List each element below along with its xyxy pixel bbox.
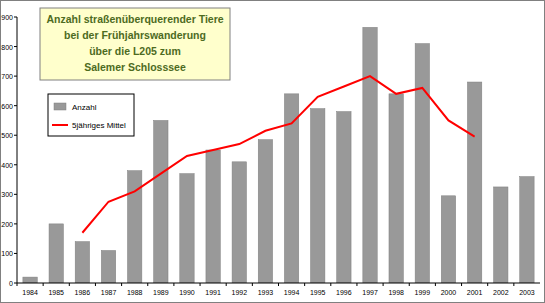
legend-swatch bbox=[52, 124, 68, 126]
y-tick bbox=[14, 46, 17, 47]
legend-swatch bbox=[54, 103, 66, 110]
plot-area bbox=[23, 27, 534, 283]
y-tick bbox=[14, 253, 17, 254]
x-tick bbox=[330, 283, 331, 286]
x-tick bbox=[95, 283, 96, 286]
x-tick bbox=[69, 283, 70, 286]
x-tick-label: 1990 bbox=[179, 289, 195, 296]
x-tick-label: 1988 bbox=[127, 289, 143, 296]
bar bbox=[520, 177, 534, 283]
bar bbox=[206, 150, 220, 283]
bar bbox=[389, 94, 403, 283]
x-tick bbox=[304, 283, 305, 286]
x-tick bbox=[173, 283, 174, 286]
x-tick-label: 2001 bbox=[467, 289, 483, 296]
bar bbox=[232, 162, 246, 283]
x-tick-label: 1996 bbox=[336, 289, 352, 296]
bar bbox=[154, 120, 168, 283]
bar bbox=[337, 112, 351, 283]
x-tick-label: 1994 bbox=[284, 289, 300, 296]
x-tick bbox=[513, 283, 514, 286]
title-line: bei der Frühjahrswanderung bbox=[64, 29, 206, 41]
bar bbox=[467, 82, 481, 283]
x-tick-label: 2003 bbox=[519, 289, 535, 296]
bar bbox=[415, 44, 429, 283]
y-tick-label: 100 bbox=[1, 250, 13, 257]
x-tick-label: 1995 bbox=[310, 289, 326, 296]
x-tick-label: 1998 bbox=[388, 289, 404, 296]
y-tick-label: 400 bbox=[1, 162, 13, 169]
legend-label: Anzahl bbox=[72, 103, 97, 112]
legend-label: 5jähriges Mittel bbox=[72, 121, 126, 130]
title-box: Anzahl straßenüberquerender Tiere bei der… bbox=[40, 8, 230, 80]
x-tick bbox=[409, 283, 410, 286]
x-tick bbox=[487, 283, 488, 286]
x-tick-label: 1987 bbox=[101, 289, 117, 296]
x-tick-label: 1993 bbox=[258, 289, 274, 296]
legend: Anzahl 5jähriges Mittel bbox=[48, 94, 134, 136]
x-tick-label: 1986 bbox=[75, 289, 91, 296]
x-tick bbox=[278, 283, 279, 286]
y-tick bbox=[14, 194, 17, 195]
bar bbox=[23, 277, 37, 283]
x-tick-label: 1992 bbox=[231, 289, 247, 296]
x-tick bbox=[226, 283, 227, 286]
bar bbox=[180, 174, 194, 283]
bar bbox=[75, 242, 89, 283]
x-tick bbox=[43, 283, 44, 286]
y-tick-label: 600 bbox=[1, 103, 13, 110]
x-tick bbox=[435, 283, 436, 286]
y-tick-label: 0 bbox=[9, 280, 13, 287]
bar bbox=[311, 109, 325, 283]
x-tick bbox=[461, 283, 462, 286]
y-tick-label: 800 bbox=[1, 44, 13, 51]
y-tick bbox=[14, 135, 17, 136]
y-tick-label: 200 bbox=[1, 221, 13, 228]
bar bbox=[494, 187, 508, 283]
y-tick-label: 700 bbox=[1, 73, 13, 80]
title-line: Salemer Schlosssee bbox=[84, 61, 186, 73]
y-tick-label: 300 bbox=[1, 191, 13, 198]
title-frame bbox=[40, 8, 230, 80]
y-tick bbox=[14, 76, 17, 77]
x-tick-label: 1999 bbox=[415, 289, 431, 296]
x-tick bbox=[17, 283, 18, 286]
legend-frame bbox=[48, 94, 134, 136]
bar bbox=[101, 250, 115, 283]
x-tick-label: 1991 bbox=[205, 289, 221, 296]
x-tick-label: 1984 bbox=[22, 289, 38, 296]
x-tick-label: 2000 bbox=[441, 289, 457, 296]
x-tick bbox=[147, 283, 148, 286]
background bbox=[1, 1, 545, 303]
bar bbox=[49, 224, 63, 283]
x-tick-label: 1997 bbox=[362, 289, 378, 296]
x-tick bbox=[121, 283, 122, 286]
title-line: Anzahl straßenüberquerender Tiere bbox=[46, 13, 223, 25]
x-tick bbox=[356, 283, 357, 286]
bar bbox=[258, 140, 272, 283]
y-tick-label: 500 bbox=[1, 132, 13, 139]
y-tick-label: 900 bbox=[1, 14, 13, 21]
bar bbox=[363, 27, 377, 283]
title: Anzahl straßenüberquerender Tiere bei der… bbox=[46, 13, 223, 73]
y-tick bbox=[14, 223, 17, 224]
x-tick-label: 1985 bbox=[48, 289, 64, 296]
y-tick bbox=[14, 105, 17, 106]
y-tick bbox=[14, 17, 17, 18]
chart: 0 100 200 300 400 500 600 700 800 900 1984 1985 1986… bbox=[0, 0, 545, 303]
bar bbox=[441, 196, 455, 283]
x-tick bbox=[200, 283, 201, 286]
x-tick bbox=[252, 283, 253, 286]
x-tick-label: 2002 bbox=[493, 289, 509, 296]
x-tick bbox=[383, 283, 384, 286]
title-line: über die L205 zum bbox=[89, 45, 181, 57]
line bbox=[82, 76, 474, 233]
y-tick bbox=[14, 164, 17, 165]
y-axis bbox=[17, 17, 18, 283]
x-tick-label: 1989 bbox=[153, 289, 169, 296]
